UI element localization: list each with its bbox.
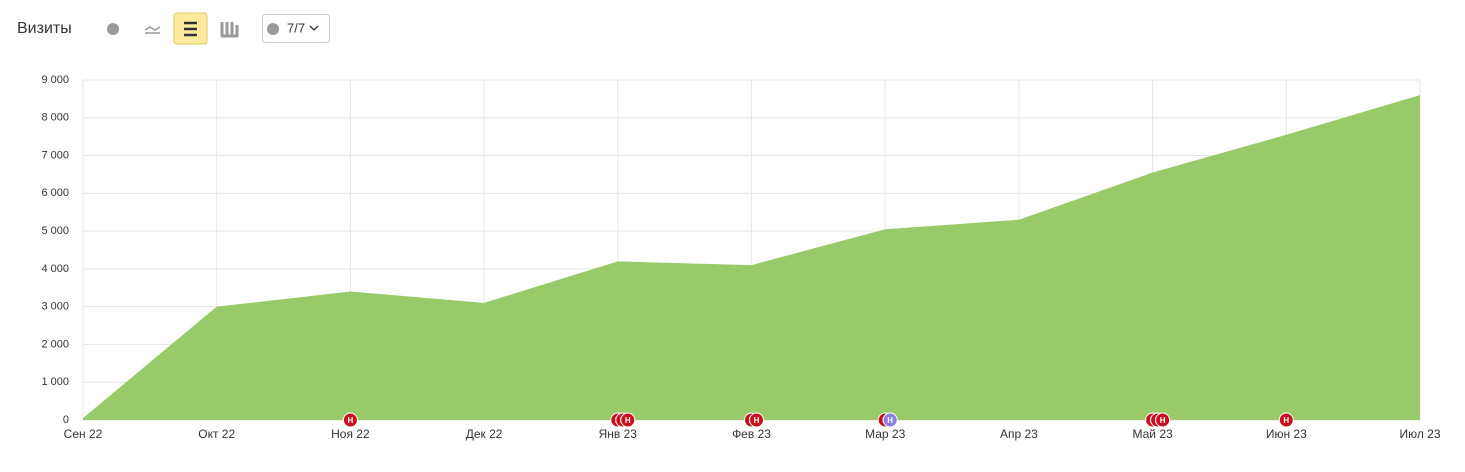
- y-tick-label: 5 000: [41, 225, 69, 237]
- x-tick-label: Июн 23: [1266, 427, 1307, 441]
- x-tick-label: Янв 23: [599, 427, 638, 441]
- x-tick-label: Мар 23: [865, 427, 905, 441]
- x-tick-label: Дек 22: [466, 427, 503, 441]
- y-tick-label: 0: [63, 414, 69, 426]
- annotation-label: Н: [887, 416, 893, 425]
- annotation-marker: [882, 412, 898, 428]
- chart-title: Визиты: [17, 20, 72, 37]
- comments-button[interactable]: [262, 14, 330, 43]
- annotation-marker: [620, 412, 636, 428]
- x-tick-label: Фев 23: [732, 427, 771, 441]
- y-tick-label: 9 000: [41, 74, 69, 86]
- y-tick-label: 7 000: [41, 149, 69, 161]
- annotation-marker: [1278, 412, 1294, 428]
- x-tick-label: Апр 23: [1000, 427, 1038, 441]
- y-tick-label: 6 000: [41, 187, 69, 199]
- x-tick-label: Окт 22: [198, 427, 235, 441]
- annotation-marker: [749, 412, 764, 428]
- y-tick-label: 8 000: [41, 112, 69, 124]
- pie-icon[interactable]: [107, 23, 119, 35]
- comments-count: 7/7: [287, 20, 305, 35]
- annotation-label: Н: [625, 416, 631, 425]
- annotation-label: Н: [348, 416, 354, 425]
- dropdown-arrow: [309, 25, 319, 31]
- bar-icon[interactable]: [220, 22, 239, 38]
- y-tick-label: 2 000: [41, 338, 69, 350]
- area: [83, 95, 1420, 420]
- x-tick-label: Сен 22: [64, 427, 103, 441]
- y-tick-label: 3 000: [41, 301, 69, 313]
- annotation-marker: [1155, 412, 1171, 428]
- y-tick-label: 4 000: [41, 263, 69, 275]
- x-tick-label: Июл 23: [1399, 427, 1440, 441]
- x-tick-label: Май 23: [1132, 427, 1173, 441]
- annotation-label: Н: [1283, 416, 1289, 425]
- annotation-label: Н: [1160, 416, 1166, 425]
- annotation-marker: [342, 412, 358, 428]
- comment-icon: [267, 23, 279, 35]
- y-tick-label: 1 000: [41, 376, 69, 388]
- x-tick-label: Ноя 22: [331, 427, 370, 441]
- annotation-label: Н: [754, 416, 760, 425]
- line-icon[interactable]: [144, 26, 161, 34]
- area-icon: [184, 21, 197, 37]
- toolbar: 7/7: [107, 12, 330, 45]
